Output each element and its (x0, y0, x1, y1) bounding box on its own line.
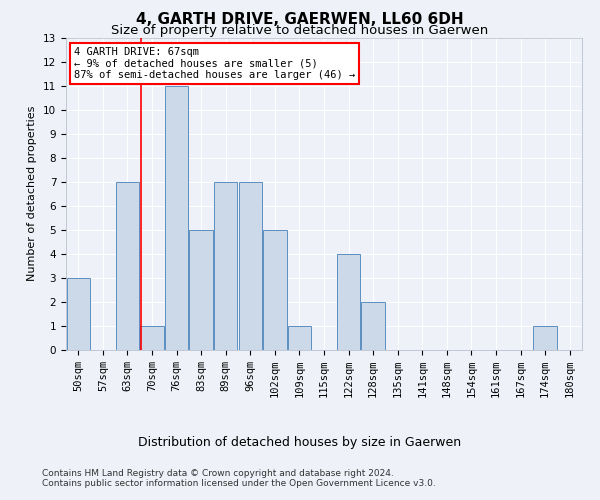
Bar (116, 182, 139, 350)
Text: Distribution of detached houses by size in Gaerwen: Distribution of detached houses by size … (139, 436, 461, 449)
Bar (140, 326, 164, 350)
Bar (288, 326, 311, 350)
Text: 4, GARTH DRIVE, GAERWEN, LL60 6DH: 4, GARTH DRIVE, GAERWEN, LL60 6DH (136, 12, 464, 28)
Bar (239, 182, 262, 350)
Bar (67, 278, 90, 350)
Text: Size of property relative to detached houses in Gaerwen: Size of property relative to detached ho… (112, 24, 488, 37)
Y-axis label: Number of detached properties: Number of detached properties (28, 106, 37, 282)
Text: Contains public sector information licensed under the Open Government Licence v3: Contains public sector information licen… (42, 478, 436, 488)
Text: Contains HM Land Registry data © Crown copyright and database right 2024.: Contains HM Land Registry data © Crown c… (42, 468, 394, 477)
Bar (337, 254, 360, 350)
Bar (263, 230, 287, 350)
Bar (361, 302, 385, 350)
Bar (190, 230, 213, 350)
Text: 4 GARTH DRIVE: 67sqm
← 9% of detached houses are smaller (5)
87% of semi-detache: 4 GARTH DRIVE: 67sqm ← 9% of detached ho… (74, 47, 355, 80)
Bar (165, 86, 188, 350)
Bar (214, 182, 238, 350)
Bar (533, 326, 557, 350)
